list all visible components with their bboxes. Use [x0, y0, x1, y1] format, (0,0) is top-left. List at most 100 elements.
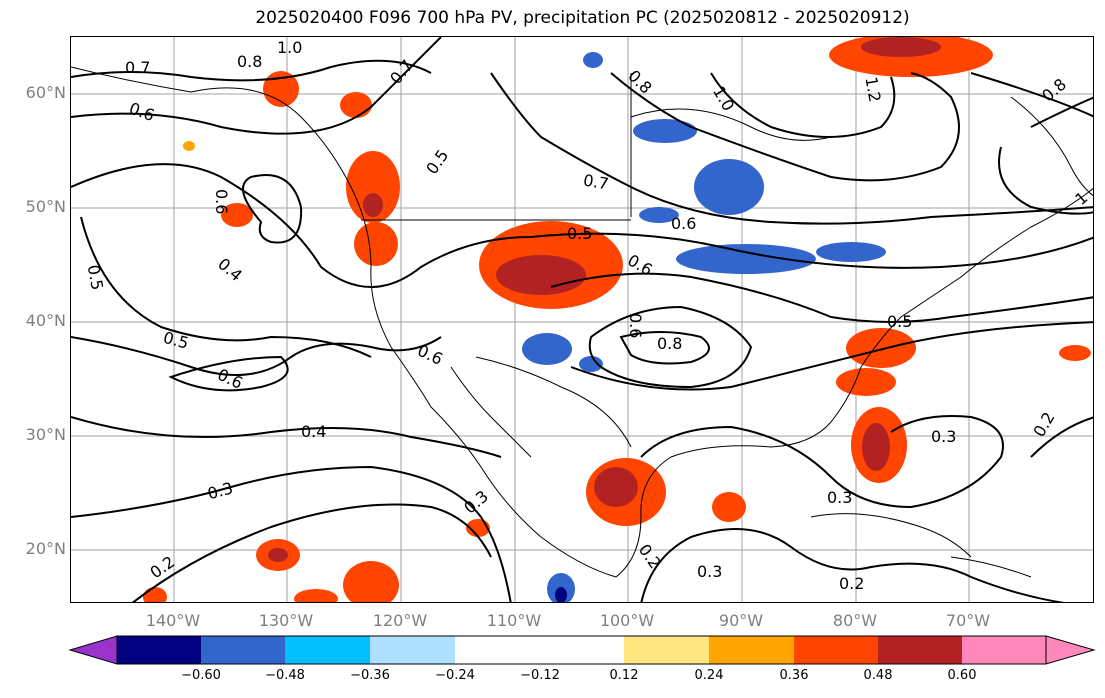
colorbar-segment [709, 636, 794, 664]
lat-label-30n: 30°N [25, 425, 66, 444]
colorbar-segment [68, 635, 118, 665]
lon-label-120w: 120°W [372, 611, 428, 630]
colorbar-tick-label: 0.60 [947, 668, 977, 683]
precip-blob [583, 52, 603, 68]
colorbar-segment [201, 636, 285, 664]
coastline-baja [450, 366, 532, 458]
contour-label: 0.5 [84, 263, 107, 291]
contour-label: 0.8 [237, 52, 262, 71]
precip-blob [676, 244, 816, 274]
pv-contour-0-2c [1030, 416, 1093, 458]
contour-label: 0.5 [161, 328, 191, 353]
pv-contour-1-0 [710, 72, 896, 138]
pv-contour-low-center [242, 174, 303, 244]
pv-contour-0-6c [168, 355, 289, 392]
precip-blob-core [496, 255, 586, 295]
contour-label: 0.7 [125, 58, 150, 77]
colorbar-tick-label: −0.48 [265, 668, 305, 683]
border-us-mexico [475, 356, 632, 448]
pv-contour-0-8b [610, 72, 960, 182]
contour-label: 0.3 [205, 478, 235, 503]
contour-label: 0.6 [671, 214, 696, 233]
pv-contour-0-8c [970, 72, 1093, 118]
precip-blob [816, 242, 886, 262]
colorbar-tick-label: −0.36 [350, 668, 390, 683]
contour-label: 0.6 [415, 341, 446, 369]
lon-label-70w: 70°W [945, 611, 991, 630]
contour-label: 0.8 [624, 66, 655, 97]
precip-blob [354, 222, 398, 266]
contour-label-group: 1.0 0.7 0.8 0.7 0.6 0.5 0.6 0.4 0.5 0.5 … [84, 38, 1092, 593]
contour-label: 0.2 [635, 540, 665, 572]
map-title: 2025020400 F096 700 hPa PV, precipitatio… [255, 8, 910, 28]
coastlines [71, 66, 1093, 578]
precip-blob [340, 92, 372, 118]
colorbar-tick-label: −0.24 [435, 668, 475, 683]
lon-label-80w: 80°W [832, 611, 878, 630]
pv-contour-0-7 [71, 59, 432, 82]
contour-label: 0.4 [214, 254, 246, 285]
colorbar-segment [878, 636, 962, 664]
contour-label: 0.6 [626, 313, 645, 338]
colorbar-segment [794, 636, 878, 664]
pv-contour-0-8 [588, 305, 753, 389]
precip-blob [846, 328, 916, 368]
lon-label-100w: 100°W [599, 611, 655, 630]
contour-label: 0.3 [460, 487, 492, 518]
precip-blob [221, 203, 253, 227]
colorbar-tick-label: −0.12 [520, 668, 560, 683]
pv-contour-0-6 [71, 37, 442, 135]
colorbar-tick-label: 0.12 [609, 668, 639, 683]
lat-label-60n: 60°N [25, 83, 66, 102]
colorbar-tick-label: −0.60 [181, 668, 221, 683]
precip-blob [712, 492, 746, 522]
precip-blob [694, 159, 764, 215]
pv-contour-0-3 [71, 465, 512, 602]
pv-contour-0-5d [570, 321, 1093, 391]
pv-contour-0-2 [131, 503, 492, 602]
colorbar-segment [624, 636, 709, 664]
coastline-labrador [1010, 96, 1093, 197]
colorbar-tick-label: 0.48 [863, 668, 893, 683]
pv-contour-inner [619, 331, 710, 365]
pv-contour-0-5 [80, 216, 372, 358]
colorbar-frame [116, 635, 1047, 665]
lat-label-40n: 40°N [25, 311, 66, 330]
contour-label: 0.7 [582, 170, 610, 193]
precip-blob [1059, 345, 1091, 361]
contour-label: 0.8 [1038, 75, 1070, 106]
graticule [71, 37, 1093, 602]
precip-blob [183, 141, 195, 151]
precip-blob [143, 587, 167, 602]
precip-blob [639, 207, 679, 223]
pv-contour-0-5c [550, 272, 1093, 323]
precip-negative-areas [522, 52, 886, 602]
contour-label: 0.6 [212, 189, 231, 214]
contour-label: 0.3 [931, 427, 956, 446]
contour-label: 0.6 [127, 98, 157, 125]
contour-label: 0.5 [887, 312, 912, 331]
lat-label-50n: 50°N [25, 197, 66, 216]
pv-contour-1 [998, 146, 1093, 215]
contour-label: 1.0 [277, 38, 302, 57]
colorbar-tick-label: 0.24 [694, 668, 724, 683]
contour-label: 0.3 [827, 488, 852, 507]
precip-shading [143, 37, 1091, 602]
coastline-hispaniola [950, 556, 1032, 578]
contour-label: 0.4 [301, 422, 326, 441]
colorbar-segment [962, 636, 1046, 664]
lon-label-130w: 130°W [258, 611, 314, 630]
colorbar-segment [370, 636, 455, 664]
lat-label-20n: 20°N [25, 539, 66, 558]
precip-blob-core [861, 37, 941, 57]
coastline-north-america [71, 66, 1093, 578]
contour-label: 0.2 [146, 552, 178, 582]
lon-label-110w: 110°W [486, 611, 542, 630]
map-panel: 1.0 0.7 0.8 0.7 0.6 0.5 0.6 0.4 0.5 0.5 … [70, 36, 1094, 603]
pv-contour-1-2 [1030, 96, 1093, 128]
contour-label: 1.0 [709, 83, 738, 115]
pv-contour-0-2b [640, 528, 1065, 602]
precip-blob-core [268, 548, 288, 562]
coastline-cuba [810, 513, 972, 558]
colorbar [68, 635, 1096, 665]
